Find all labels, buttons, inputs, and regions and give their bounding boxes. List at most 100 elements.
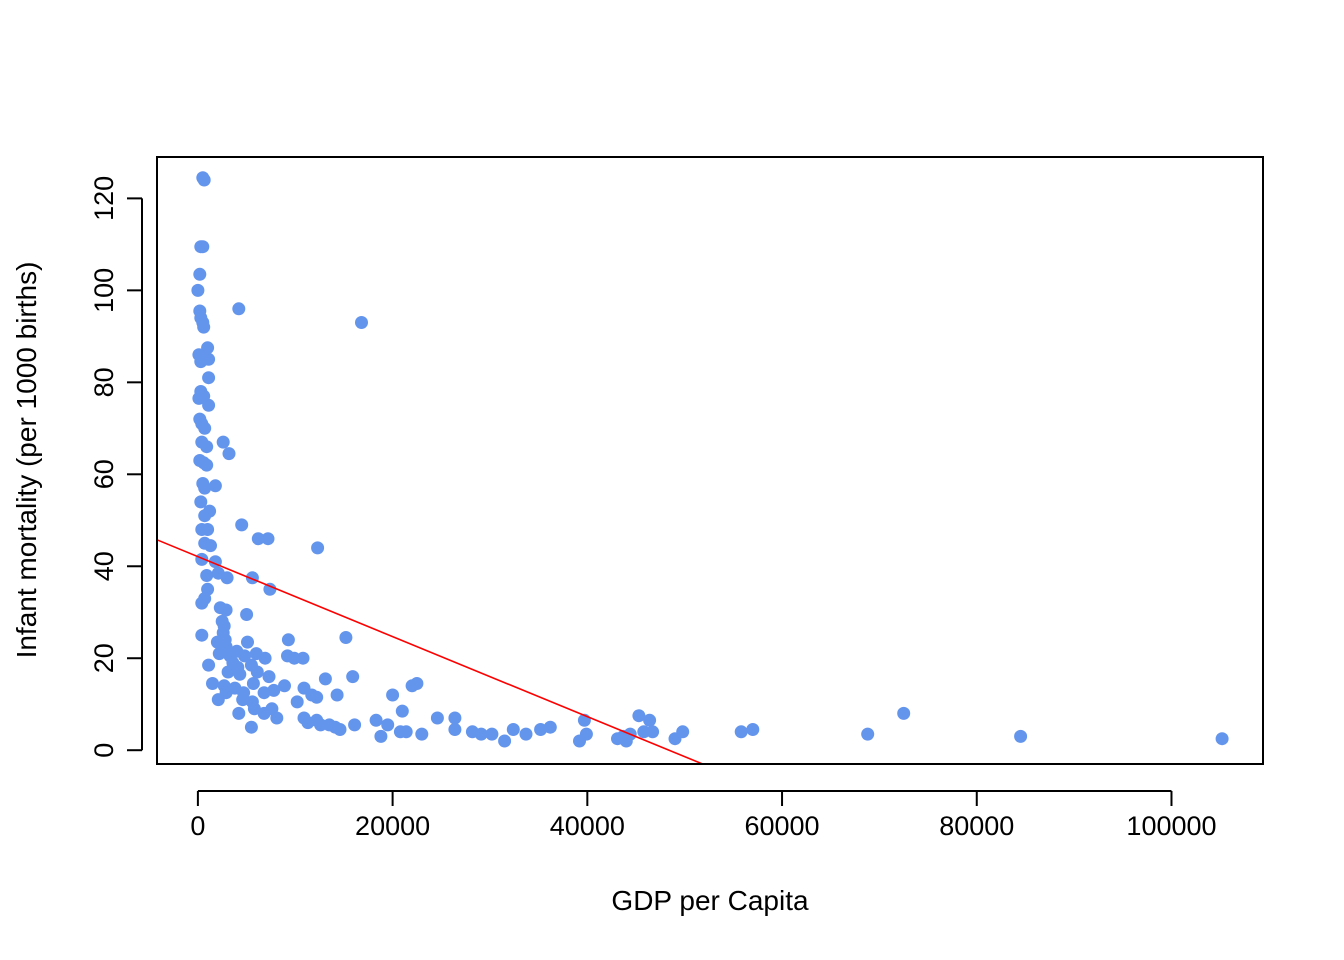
data-point-59 bbox=[240, 608, 254, 621]
data-point-64 bbox=[195, 628, 209, 642]
x-axis-title: GDP per Capita bbox=[611, 885, 809, 916]
data-point-105 bbox=[211, 693, 225, 707]
data-point-91 bbox=[246, 677, 260, 690]
data-point-127 bbox=[399, 725, 413, 739]
data-point-109 bbox=[232, 706, 246, 720]
data-point-65 bbox=[339, 631, 353, 644]
data-point-138 bbox=[534, 723, 548, 736]
data-point-21 bbox=[192, 391, 206, 405]
x-tick-label-60000: 60000 bbox=[744, 811, 819, 841]
data-point-121 bbox=[348, 718, 362, 732]
data-point-104 bbox=[386, 688, 400, 702]
data-point-46 bbox=[204, 539, 217, 553]
regression-line-layer bbox=[157, 539, 705, 764]
y-tick-label-20: 20 bbox=[89, 643, 119, 673]
y-tick-label-60: 60 bbox=[89, 459, 119, 489]
x-axis: 0 20000 40000 60000 80000 100000 bbox=[190, 790, 1217, 841]
data-point-120 bbox=[333, 723, 347, 736]
data-point-51 bbox=[220, 571, 234, 585]
data-point-84 bbox=[233, 667, 247, 681]
data-point-43 bbox=[261, 532, 275, 546]
data-point-36 bbox=[194, 495, 208, 509]
x-tick-label-80000: 80000 bbox=[939, 811, 1014, 841]
data-point-22 bbox=[202, 398, 216, 412]
y-tick-label-120: 120 bbox=[89, 176, 119, 221]
data-point-86 bbox=[346, 670, 360, 684]
x-tick-label-0: 0 bbox=[190, 811, 205, 841]
data-point-151 bbox=[676, 725, 690, 739]
data-point-25 bbox=[198, 421, 212, 435]
data-point-108 bbox=[290, 695, 304, 709]
regression-line bbox=[157, 539, 705, 764]
data-point-94 bbox=[318, 672, 332, 686]
data-point-38 bbox=[203, 504, 217, 518]
data-point-136 bbox=[506, 723, 520, 736]
data-point-122 bbox=[244, 720, 258, 734]
data-point-66 bbox=[281, 633, 295, 647]
data-point-99 bbox=[257, 686, 271, 700]
data-point-158 bbox=[374, 729, 388, 743]
data-point-56 bbox=[195, 596, 209, 610]
data-point-148 bbox=[643, 713, 657, 727]
data-point-87 bbox=[250, 665, 264, 679]
y-tick-label-40: 40 bbox=[89, 551, 119, 581]
data-point-149 bbox=[646, 725, 660, 739]
data-point-152 bbox=[734, 725, 748, 739]
x-tick-label-20000: 20000 bbox=[355, 811, 430, 841]
data-point-134 bbox=[485, 727, 499, 741]
data-point-9 bbox=[197, 320, 211, 334]
data-point-78 bbox=[202, 658, 216, 672]
data-point-41 bbox=[235, 518, 249, 532]
data-point-133 bbox=[474, 727, 488, 741]
data-point-137 bbox=[519, 727, 533, 741]
x-tick-label-100000: 100000 bbox=[1126, 811, 1216, 841]
data-point-49 bbox=[200, 569, 214, 582]
data-point-110 bbox=[247, 702, 261, 716]
data-point-42 bbox=[251, 532, 265, 546]
data-point-100 bbox=[267, 683, 281, 697]
data-point-18 bbox=[202, 371, 216, 385]
data-point-3 bbox=[196, 240, 210, 254]
y-axis: 0 20 40 60 80 100 120 bbox=[89, 176, 143, 758]
y-axis-title: Infant mortality (per 1000 births) bbox=[11, 262, 42, 659]
data-point-96 bbox=[405, 679, 419, 693]
data-point-153 bbox=[746, 723, 760, 736]
data-point-139 bbox=[543, 720, 557, 734]
data-point-83 bbox=[221, 665, 235, 679]
data-point-72 bbox=[212, 647, 226, 661]
data-point-129 bbox=[430, 711, 444, 725]
data-point-130 bbox=[448, 711, 462, 725]
data-point-26 bbox=[216, 435, 230, 449]
data-point-82 bbox=[287, 651, 301, 665]
data-point-88 bbox=[206, 677, 219, 690]
y-tick-label-80: 80 bbox=[89, 367, 119, 397]
data-point-40 bbox=[201, 523, 215, 536]
data-point-44 bbox=[311, 541, 325, 555]
data-point-75 bbox=[258, 651, 272, 665]
y-tick-label-0: 0 bbox=[89, 743, 119, 758]
data-point-53 bbox=[263, 582, 277, 596]
data-point-106 bbox=[236, 693, 250, 707]
data-point-135 bbox=[498, 734, 512, 748]
data-point-85 bbox=[262, 670, 276, 684]
data-point-124 bbox=[381, 718, 395, 732]
data-point-157 bbox=[1215, 732, 1229, 746]
data-point-113 bbox=[270, 711, 284, 725]
data-point-156 bbox=[1014, 729, 1028, 743]
data-point-34 bbox=[198, 481, 212, 495]
data-point-103 bbox=[330, 688, 344, 702]
data-point-17 bbox=[194, 355, 208, 369]
data-point-28 bbox=[200, 440, 214, 454]
data-point-31 bbox=[200, 458, 214, 472]
data-point-131 bbox=[448, 723, 462, 736]
plot-frame bbox=[156, 156, 1264, 765]
data-point-1 bbox=[197, 173, 211, 187]
data-point-11 bbox=[355, 316, 368, 329]
data-point-5 bbox=[191, 283, 205, 297]
data-point-68 bbox=[241, 635, 254, 649]
data-point-58 bbox=[219, 603, 233, 617]
data-point-4 bbox=[193, 267, 207, 281]
data-point-92 bbox=[278, 679, 291, 693]
data-point-32 bbox=[222, 447, 236, 461]
